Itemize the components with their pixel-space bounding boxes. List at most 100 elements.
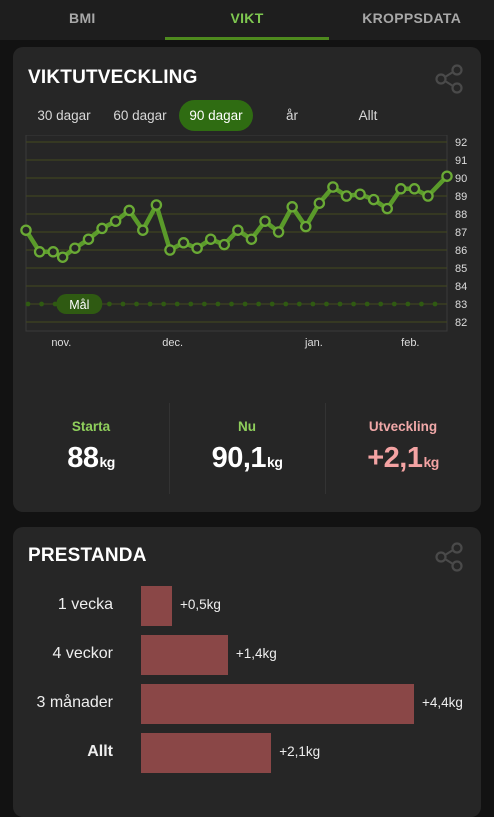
y-tick-label: 90 <box>455 173 467 185</box>
data-point <box>109 215 122 227</box>
goal-dot <box>364 301 370 307</box>
x-tick-label: feb. <box>401 337 419 349</box>
perf-bar <box>141 733 272 773</box>
data-point <box>272 226 285 238</box>
goal-dot <box>52 301 58 307</box>
tab-bar: BMI VIKT KROPPSDATA <box>0 0 494 40</box>
goal-dot <box>201 301 207 307</box>
goal-dot <box>378 301 384 307</box>
data-point <box>408 183 421 195</box>
data-point <box>300 220 312 233</box>
perf-value: +4,4kg <box>422 695 463 710</box>
data-point <box>47 246 59 258</box>
goal-dot <box>419 301 424 307</box>
share-icon[interactable] <box>433 63 465 95</box>
stat-now-number: 90,1 <box>211 442 267 474</box>
x-tick-label: dec. <box>162 337 183 349</box>
goal-dot <box>242 301 248 307</box>
weight-chart: 82 83 84 85 86 87 88 89 90 91 92 nov. dec. jan. feb. Må… <box>20 135 467 349</box>
tab-vikt[interactable]: VIKT <box>164 0 330 40</box>
perf-row-4-veckor: 4 veckor +1,4kg <box>13 635 481 675</box>
performance-card: PRESTANDA 1 vecka +0,5kg 4 veckor +1,4kg… <box>13 527 481 817</box>
data-point <box>150 199 163 211</box>
perf-row-allt: Allt +2,1kg <box>13 733 481 773</box>
data-point <box>286 201 298 213</box>
goal-dot <box>405 301 411 307</box>
y-tick-label: 88 <box>455 209 467 221</box>
goal-dot <box>174 301 180 307</box>
y-tick-label: 91 <box>455 155 467 167</box>
goal-dot <box>147 301 153 307</box>
data-point <box>123 204 135 217</box>
goal-dot <box>337 301 343 307</box>
range-30-dagar[interactable]: 30 dagar <box>37 108 91 123</box>
perf-label: 3 månader <box>36 694 114 711</box>
goal-dot <box>432 301 438 307</box>
data-point <box>367 193 380 206</box>
perf-value: +1,4kg <box>235 646 277 661</box>
range-90-dagar[interactable]: 90 dagar <box>179 100 253 131</box>
goal-dot <box>120 301 126 307</box>
share-icon[interactable] <box>433 541 465 573</box>
y-tick-label: 87 <box>455 227 467 239</box>
stat-now: Nu 90,1kg <box>169 397 325 502</box>
stat-now-value: 90,1kg <box>169 442 325 475</box>
y-tick-label: 83 <box>455 299 467 311</box>
data-point <box>354 188 366 200</box>
weight-card-title: VIKTUTVECKLING <box>28 67 198 88</box>
goal-dot <box>39 301 44 307</box>
data-point <box>96 222 108 235</box>
data-point <box>137 224 149 236</box>
perf-bar <box>141 586 173 626</box>
tab-bmi[interactable]: BMI <box>69 10 96 26</box>
data-point <box>381 202 393 215</box>
stat-start-label: Starta <box>71 419 111 434</box>
goal-dot <box>391 301 397 307</box>
data-point <box>164 244 176 256</box>
performance-card-title: PRESTANDA <box>28 545 147 566</box>
stat-start-unit: kg <box>99 454 115 470</box>
y-tick-label: 85 <box>455 263 467 275</box>
stat-change-label: Utveckling <box>368 419 438 434</box>
stat-start-value: 88kg <box>13 442 169 475</box>
data-point <box>395 183 407 195</box>
perf-bar <box>141 684 414 724</box>
goal-dot <box>324 301 329 307</box>
range-allt[interactable]: Allt <box>358 108 378 123</box>
y-tick-label: 86 <box>455 245 467 257</box>
x-tick-label: nov. <box>51 337 71 349</box>
data-point <box>191 242 203 254</box>
perf-label: Allt <box>87 743 113 760</box>
data-point <box>218 238 231 251</box>
goal-dot <box>229 301 234 307</box>
goal-dot <box>310 301 316 307</box>
stat-change-value: +2,1kg <box>325 442 481 475</box>
perf-row-1-vecka: 1 vecka +0,5kg <box>13 586 481 626</box>
range-ar[interactable]: år <box>285 108 298 123</box>
data-point <box>340 190 353 202</box>
data-point <box>313 197 326 209</box>
goal-label: Mål <box>69 298 89 312</box>
y-tick-label: 82 <box>455 317 467 329</box>
range-selector: 30 dagar 60 dagar 90 dagar år Allt <box>27 100 407 131</box>
perf-label: 1 vecka <box>57 596 113 613</box>
goal-dot <box>256 301 262 307</box>
stat-change-number: +2,1 <box>367 442 423 474</box>
y-tick-label: 89 <box>455 191 467 203</box>
goal-label-pill <box>56 294 103 314</box>
range-60-dagar[interactable]: 60 dagar <box>113 108 167 123</box>
data-point <box>56 251 69 263</box>
stat-now-label: Nu <box>238 419 256 434</box>
data-point <box>232 224 244 236</box>
goal-dot <box>107 301 112 307</box>
stats-row: Starta 88kg Nu 90,1kg Utveckling +2,1kg <box>13 397 481 502</box>
perf-label: 4 veckor <box>52 645 113 662</box>
data-point <box>82 233 95 245</box>
y-tick-label: 84 <box>455 281 467 293</box>
stat-start-number: 88 <box>67 442 99 474</box>
goal-dot <box>188 301 194 307</box>
data-point <box>441 170 453 182</box>
tab-kroppsdata[interactable]: KROPPSDATA <box>362 10 462 26</box>
stat-now-unit: kg <box>267 454 283 470</box>
data-point <box>245 233 258 245</box>
